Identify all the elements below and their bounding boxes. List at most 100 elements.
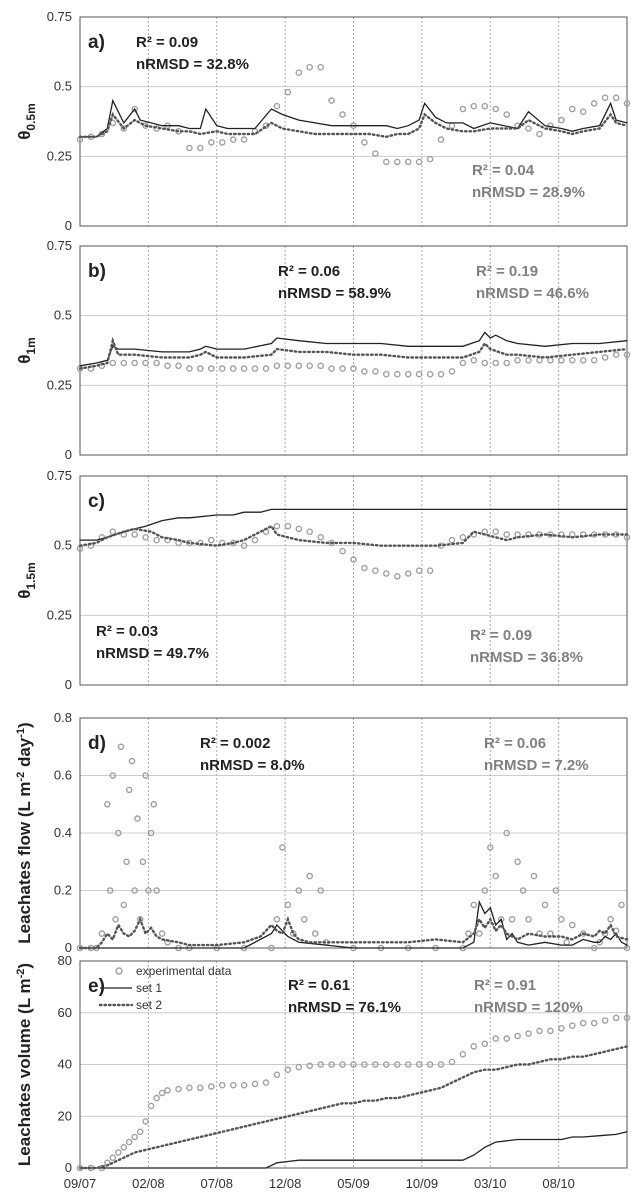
data-point bbox=[590, 356, 598, 364]
r2-annotation: R² = 0.19 bbox=[476, 263, 538, 280]
data-point bbox=[125, 1138, 133, 1146]
data-point bbox=[503, 1035, 511, 1042]
data-point bbox=[459, 105, 467, 113]
data-point bbox=[128, 757, 136, 765]
r2-annotation: R² = 0.04 bbox=[472, 162, 535, 179]
data-point bbox=[525, 125, 532, 132]
data-point bbox=[109, 359, 117, 367]
data-point bbox=[240, 1081, 248, 1089]
data-point bbox=[251, 365, 259, 372]
data-point bbox=[300, 916, 308, 923]
y-tick-label: 20 bbox=[58, 1108, 72, 1123]
data-point bbox=[350, 365, 357, 372]
x-tick-label: 08/10 bbox=[542, 1176, 575, 1191]
data-point bbox=[404, 570, 412, 577]
data-point bbox=[120, 125, 128, 132]
data-point bbox=[240, 136, 248, 143]
data-point bbox=[207, 1083, 215, 1090]
data-point bbox=[306, 1062, 314, 1070]
data-point bbox=[590, 100, 598, 107]
data-point bbox=[123, 858, 130, 866]
data-point bbox=[317, 1061, 325, 1068]
data-point bbox=[311, 930, 319, 937]
data-point bbox=[590, 1019, 598, 1027]
series-experimental-data bbox=[76, 63, 631, 166]
data-point bbox=[134, 815, 141, 822]
y-tick-label: 40 bbox=[58, 1057, 72, 1072]
data-point bbox=[153, 1094, 160, 1102]
data-point bbox=[251, 1080, 259, 1088]
data-point bbox=[558, 1025, 565, 1032]
data-point bbox=[273, 362, 281, 370]
data-point bbox=[117, 743, 125, 751]
data-point bbox=[218, 539, 226, 547]
plot-frame bbox=[79, 475, 628, 686]
data-point bbox=[284, 1066, 292, 1073]
data-point bbox=[426, 370, 434, 378]
data-point bbox=[470, 356, 478, 364]
x-tick-label: 03/10 bbox=[474, 1176, 507, 1191]
series-experimental-data bbox=[76, 351, 631, 378]
data-point bbox=[328, 365, 335, 372]
data-point bbox=[437, 1061, 445, 1068]
data-point bbox=[273, 1071, 281, 1079]
data-point bbox=[158, 1089, 166, 1097]
data-point bbox=[350, 556, 357, 563]
panel-label: d) bbox=[88, 733, 106, 754]
data-point bbox=[459, 1050, 467, 1058]
data-point bbox=[196, 144, 204, 152]
data-point bbox=[229, 136, 237, 143]
data-point bbox=[497, 916, 505, 923]
data-point bbox=[295, 69, 303, 76]
data-point bbox=[295, 1063, 303, 1071]
data-point bbox=[525, 1030, 532, 1037]
y-tick-label: 0.5 bbox=[54, 79, 72, 94]
y-axis-label: θ1.5m bbox=[15, 562, 38, 599]
y-tick-label: 0.6 bbox=[54, 768, 72, 783]
legend-label: set 1 bbox=[136, 981, 162, 995]
data-point bbox=[175, 362, 182, 370]
y-tick-label: 0.75 bbox=[47, 468, 72, 483]
legend-marker-experimental bbox=[115, 967, 123, 975]
data-point bbox=[618, 901, 625, 909]
data-point bbox=[382, 570, 390, 577]
data-point bbox=[437, 136, 445, 143]
data-point bbox=[579, 930, 587, 937]
data-point bbox=[601, 354, 609, 361]
data-point bbox=[142, 122, 149, 129]
data-point bbox=[361, 368, 368, 375]
plot-frame bbox=[79, 245, 628, 456]
data-point bbox=[164, 362, 171, 370]
data-point bbox=[503, 531, 511, 538]
data-point bbox=[115, 829, 122, 837]
data-point bbox=[218, 1081, 226, 1089]
data-point bbox=[372, 150, 379, 157]
data-point bbox=[150, 801, 158, 808]
data-point bbox=[525, 356, 532, 364]
plot-frame bbox=[79, 16, 628, 227]
data-point bbox=[175, 1085, 182, 1093]
y-tick-label: 0.25 bbox=[47, 148, 72, 163]
data-point bbox=[120, 1144, 128, 1151]
data-point bbox=[579, 356, 587, 364]
data-point bbox=[393, 158, 401, 166]
data-point bbox=[459, 534, 467, 541]
nrmsd-annotation: nRMSD = 7.2% bbox=[484, 757, 589, 774]
data-point bbox=[514, 1032, 521, 1040]
data-point bbox=[514, 858, 521, 866]
data-point bbox=[569, 105, 576, 113]
panel-label: c) bbox=[88, 491, 105, 512]
data-point bbox=[569, 921, 576, 929]
series-experimental-data bbox=[76, 522, 631, 580]
data-point bbox=[339, 547, 346, 555]
data-point bbox=[186, 365, 193, 372]
data-point bbox=[481, 359, 489, 367]
data-point bbox=[470, 1043, 478, 1050]
data-point bbox=[284, 362, 292, 370]
data-point bbox=[109, 772, 117, 779]
data-point bbox=[317, 63, 325, 71]
r2-annotation: R² = 0.09 bbox=[136, 34, 198, 51]
data-point bbox=[273, 916, 281, 923]
series-set-1-line bbox=[79, 331, 628, 367]
